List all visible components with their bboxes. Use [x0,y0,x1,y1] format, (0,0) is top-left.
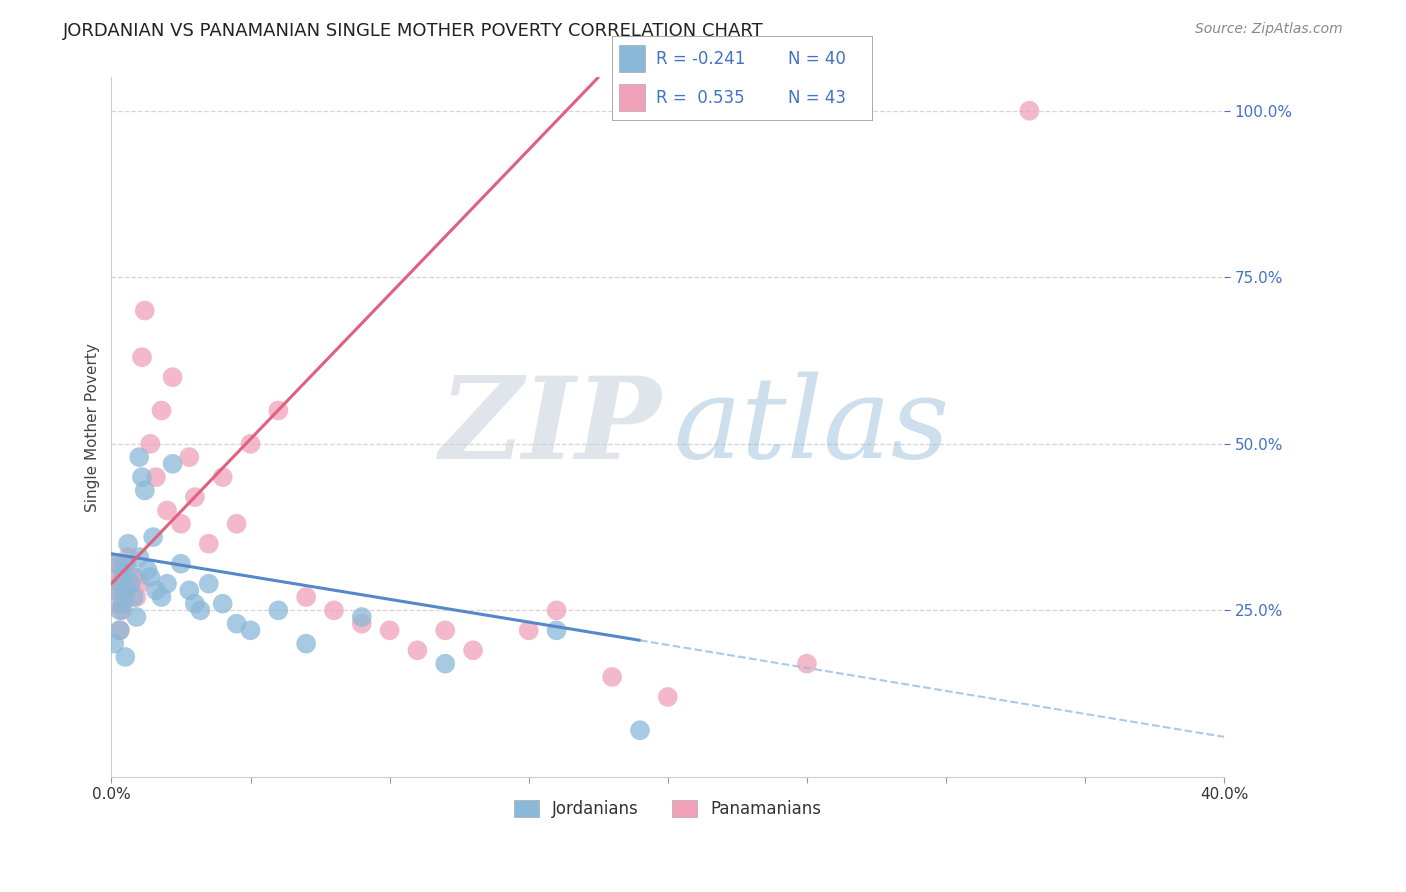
Bar [620,84,645,112]
Point [184,490,207,504]
Point [125,590,148,604]
Point [139,570,162,584]
Point [103,637,125,651]
Bar [620,45,645,72]
Y-axis label: Single Mother Poverty: Single Mother Poverty [86,343,100,512]
Text: ZIP: ZIP [440,372,662,483]
Point [406,643,429,657]
Point [267,403,290,417]
Text: N = 40: N = 40 [789,50,846,68]
Point [142,530,165,544]
Point [117,549,139,564]
Point [114,570,136,584]
Point [108,624,131,638]
Point [162,457,184,471]
Point [225,616,247,631]
Point [120,576,142,591]
Point [134,483,156,498]
Point [225,516,247,531]
Point [117,563,139,577]
Point [122,570,145,584]
Point [122,590,145,604]
Point [105,597,128,611]
Point [170,557,193,571]
Point [600,670,623,684]
Point [350,616,373,631]
Point [103,583,125,598]
Point [546,603,568,617]
Text: N = 43: N = 43 [789,88,846,106]
Point [120,576,142,591]
Point [239,624,262,638]
Point [105,557,128,571]
Point [136,563,159,577]
Point [211,470,233,484]
Point [156,503,179,517]
Point [114,557,136,571]
Point [125,610,148,624]
Point [211,597,233,611]
Point [434,657,457,671]
Text: R = -0.241: R = -0.241 [655,50,745,68]
Point [295,637,318,651]
Point [179,583,201,598]
Point [350,610,373,624]
Point [111,570,134,584]
Point [145,583,167,598]
Point [128,576,150,591]
Legend: Jordanians, Panamanians: Jordanians, Panamanians [508,793,828,824]
Point [117,537,139,551]
Point [517,624,540,638]
Point [239,437,262,451]
Point [184,597,207,611]
Point [546,624,568,638]
Point [105,583,128,598]
Point [131,350,153,364]
Point [267,603,290,617]
Point [197,537,219,551]
Point [103,557,125,571]
Point [111,557,134,571]
Point [295,590,318,604]
Point [128,450,150,464]
Point [108,576,131,591]
Text: R =  0.535: R = 0.535 [655,88,744,106]
Point [128,549,150,564]
Point [108,624,131,638]
Point [170,516,193,531]
Text: JORDANIAN VS PANAMANIAN SINGLE MOTHER POVERTY CORRELATION CHART: JORDANIAN VS PANAMANIAN SINGLE MOTHER PO… [63,22,763,40]
Point [131,470,153,484]
Point [1018,103,1040,118]
Point [179,450,201,464]
Point [156,576,179,591]
Point [628,723,651,738]
Point [111,603,134,617]
Text: Source: ZipAtlas.com: Source: ZipAtlas.com [1195,22,1343,37]
Point [111,597,134,611]
Point [461,643,484,657]
Point [796,657,818,671]
Point [150,590,173,604]
Point [145,470,167,484]
Point [134,303,156,318]
Point [150,403,173,417]
Point [197,576,219,591]
Point [139,437,162,451]
Point [378,624,401,638]
Point [108,603,131,617]
Point [657,690,679,704]
Point [162,370,184,384]
Point [323,603,346,617]
Text: atlas: atlas [673,372,949,483]
Point [114,583,136,598]
Point [105,570,128,584]
Point [114,590,136,604]
Point [434,624,457,638]
Point [190,603,212,617]
Point [114,650,136,665]
